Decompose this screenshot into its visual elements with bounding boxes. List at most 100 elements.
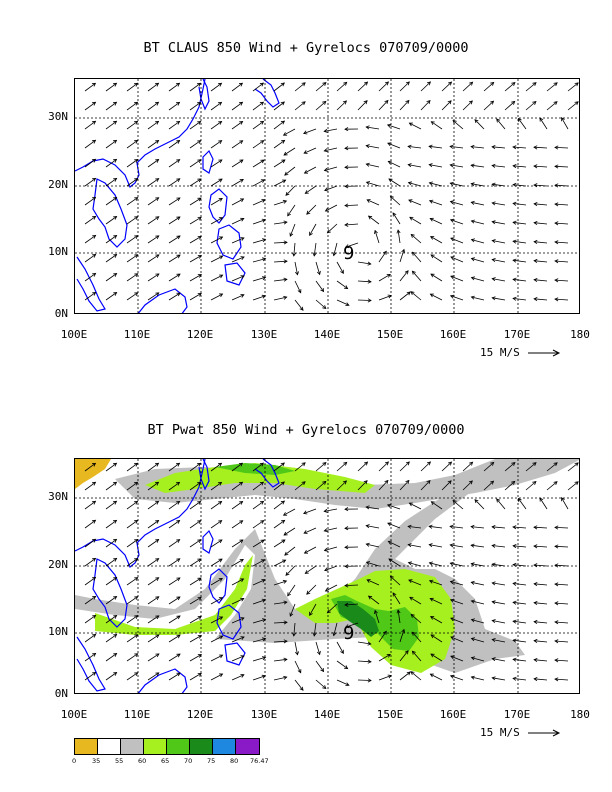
wind-arrow [289, 603, 296, 617]
wind-arrow-head [404, 270, 409, 275]
bottom-map-svg: 9 [75, 459, 579, 693]
wind-arrow [462, 480, 473, 491]
wind-arrow [252, 539, 265, 548]
top-vector-scale: 15 M/S [480, 346, 562, 359]
colorbar-swatch-8 [236, 739, 259, 754]
wind-arrow-head [176, 596, 181, 601]
wind-arrow [399, 629, 405, 643]
wind-arrow-head [367, 659, 372, 664]
wind-arrow [147, 101, 159, 111]
wind-arrow [84, 596, 96, 605]
wind-arrow [408, 562, 422, 567]
wind-arrow [567, 481, 579, 491]
wind-arrow [492, 620, 506, 624]
wind-arrow [534, 640, 548, 643]
wind-arrow [126, 197, 138, 206]
wind-arrow [315, 641, 321, 655]
wind-arrow [287, 584, 296, 597]
wind-arrow [462, 100, 473, 111]
wind-arrow-head [218, 501, 223, 505]
wind-arrow [231, 520, 243, 529]
wind-arrow-head [197, 654, 203, 658]
wind-arrow-head [322, 685, 327, 690]
wind-arrow [336, 280, 348, 289]
wind-arrow-head [470, 675, 475, 680]
wind-arrow-head [344, 203, 349, 208]
wind-arrow-head [470, 295, 475, 300]
wind-arrow-head [283, 151, 288, 156]
wind-arrow [105, 615, 117, 624]
wind-arrow-head [261, 199, 266, 203]
wind-arrow [513, 184, 527, 187]
wind-arrow [315, 280, 324, 292]
wind-arrow [471, 526, 485, 529]
wind-arrow-head [512, 600, 517, 605]
wind-arrow-head [450, 237, 455, 242]
wind-arrow [168, 577, 181, 586]
wind-arrow-head [294, 651, 299, 656]
wind-arrow-head [155, 216, 160, 221]
wind-arrow [492, 259, 506, 263]
wind-arrow-head [512, 581, 517, 586]
wind-arrow [567, 101, 579, 111]
wind-arrow-head [133, 481, 139, 486]
coast-luzon [208, 188, 228, 224]
wind-arrow [147, 596, 160, 605]
wind-arrow-head [404, 650, 409, 655]
wind-arrow [492, 240, 506, 244]
wind-arrow-head [240, 256, 245, 260]
wind-arrow [189, 274, 202, 282]
wind-arrow [554, 583, 569, 586]
wind-arrow [189, 577, 202, 586]
wind-arrow [387, 522, 401, 529]
wind-arrow [306, 584, 317, 595]
wind-arrow-head [384, 99, 389, 105]
wind-arrow-head [470, 543, 475, 548]
wind-arrow-head [452, 499, 457, 504]
wind-arrow-head [261, 579, 266, 583]
wind-arrow [471, 277, 485, 282]
wind-arrow-head [450, 617, 455, 622]
wind-arrow [313, 622, 317, 636]
wind-arrow-head [491, 163, 496, 168]
wind-arrow [471, 638, 485, 643]
wind-arrow-head [430, 254, 435, 259]
wind-arrow-head [285, 191, 290, 196]
wind-arrow-head [155, 596, 160, 601]
wind-arrow [357, 641, 371, 645]
wind-arrow-head [428, 181, 433, 186]
wind-arrow [84, 634, 96, 643]
wind-arrow-head [284, 551, 289, 556]
wind-arrow-head [384, 461, 390, 466]
wind-arrow [189, 236, 202, 244]
wind-arrow [474, 119, 485, 130]
wind-arrow-head [406, 291, 411, 296]
wind-arrow [408, 146, 422, 149]
wind-arrow-head [491, 239, 496, 244]
wind-arrow-head [197, 178, 202, 183]
wind-arrow [168, 159, 180, 168]
wind-arrow [554, 678, 569, 681]
wind-arrow-head [176, 500, 181, 505]
wind-arrow [504, 101, 515, 111]
wind-arrow [126, 216, 138, 225]
wind-arrow [210, 140, 222, 149]
wind-arrow-head [470, 276, 475, 281]
wind-arrow-head [386, 503, 392, 508]
wind-arrow [210, 293, 223, 301]
wind-arrow-head [316, 650, 321, 656]
wind-arrow [387, 142, 401, 149]
wind-arrow-head [218, 520, 223, 524]
wind-arrow-head [450, 256, 455, 260]
wind-arrow [533, 526, 548, 529]
wind-arrow [336, 660, 348, 669]
colorbar-swatch-1 [75, 739, 98, 754]
wind-arrow-head [316, 270, 321, 276]
wind-arrow [105, 197, 117, 206]
wind-arrow-head [238, 462, 244, 467]
wind-arrow-head [533, 582, 538, 587]
wind-arrow-head [428, 199, 434, 204]
wind-arrow [513, 259, 527, 263]
wind-arrow [105, 558, 117, 567]
wind-arrow [126, 292, 138, 301]
